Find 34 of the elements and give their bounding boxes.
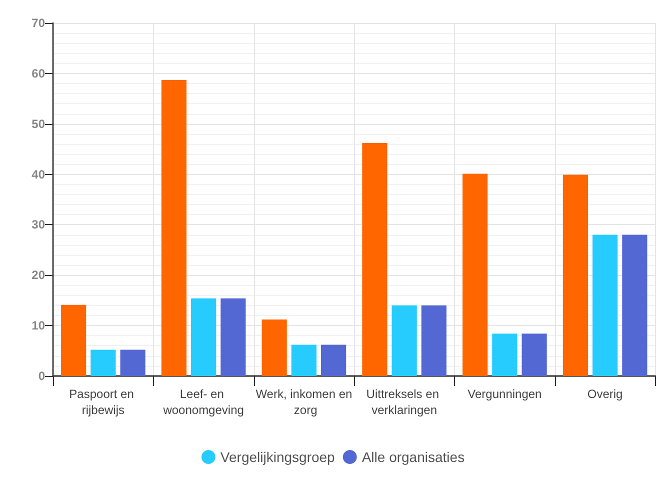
legend-label: Alle organisaties xyxy=(362,449,465,465)
bar xyxy=(462,174,488,376)
y-tick-label: 20 xyxy=(32,268,46,282)
bar xyxy=(262,320,287,376)
x-tick-label: Paspoort en rijbewijs xyxy=(69,387,138,417)
x-tick-label: Overig xyxy=(587,387,623,401)
y-tick-label: 40 xyxy=(32,167,46,182)
bar xyxy=(622,234,648,376)
bar xyxy=(362,143,388,376)
x-tick-label: Werk, inkomen en zorg xyxy=(256,387,352,417)
x-tick-label: Vergunningen xyxy=(468,387,542,401)
y-tick-label: 0 xyxy=(38,369,46,383)
y-tick-label: 30 xyxy=(32,218,46,232)
x-tick-label: Leef- en woonomgeving xyxy=(162,387,244,417)
x-tick-label: Uittreksels en verklaringen xyxy=(366,387,442,417)
bar xyxy=(61,304,86,376)
bar xyxy=(90,350,116,376)
y-tick-label: 70 xyxy=(32,16,46,30)
bar xyxy=(220,298,246,376)
bar xyxy=(161,80,186,376)
bar xyxy=(392,305,417,376)
bar xyxy=(592,234,618,376)
bar xyxy=(291,344,316,376)
bar xyxy=(120,350,146,376)
bar xyxy=(492,334,518,376)
bar xyxy=(321,344,346,376)
bar xyxy=(522,334,547,376)
bar xyxy=(191,298,216,376)
y-tick-label: 60 xyxy=(32,66,46,80)
legend-label: Vergelijkingsgroep xyxy=(220,449,336,465)
bar xyxy=(562,174,588,376)
y-tick-label: 10 xyxy=(32,318,46,333)
bar xyxy=(421,305,446,376)
y-tick-label: 50 xyxy=(32,116,46,131)
